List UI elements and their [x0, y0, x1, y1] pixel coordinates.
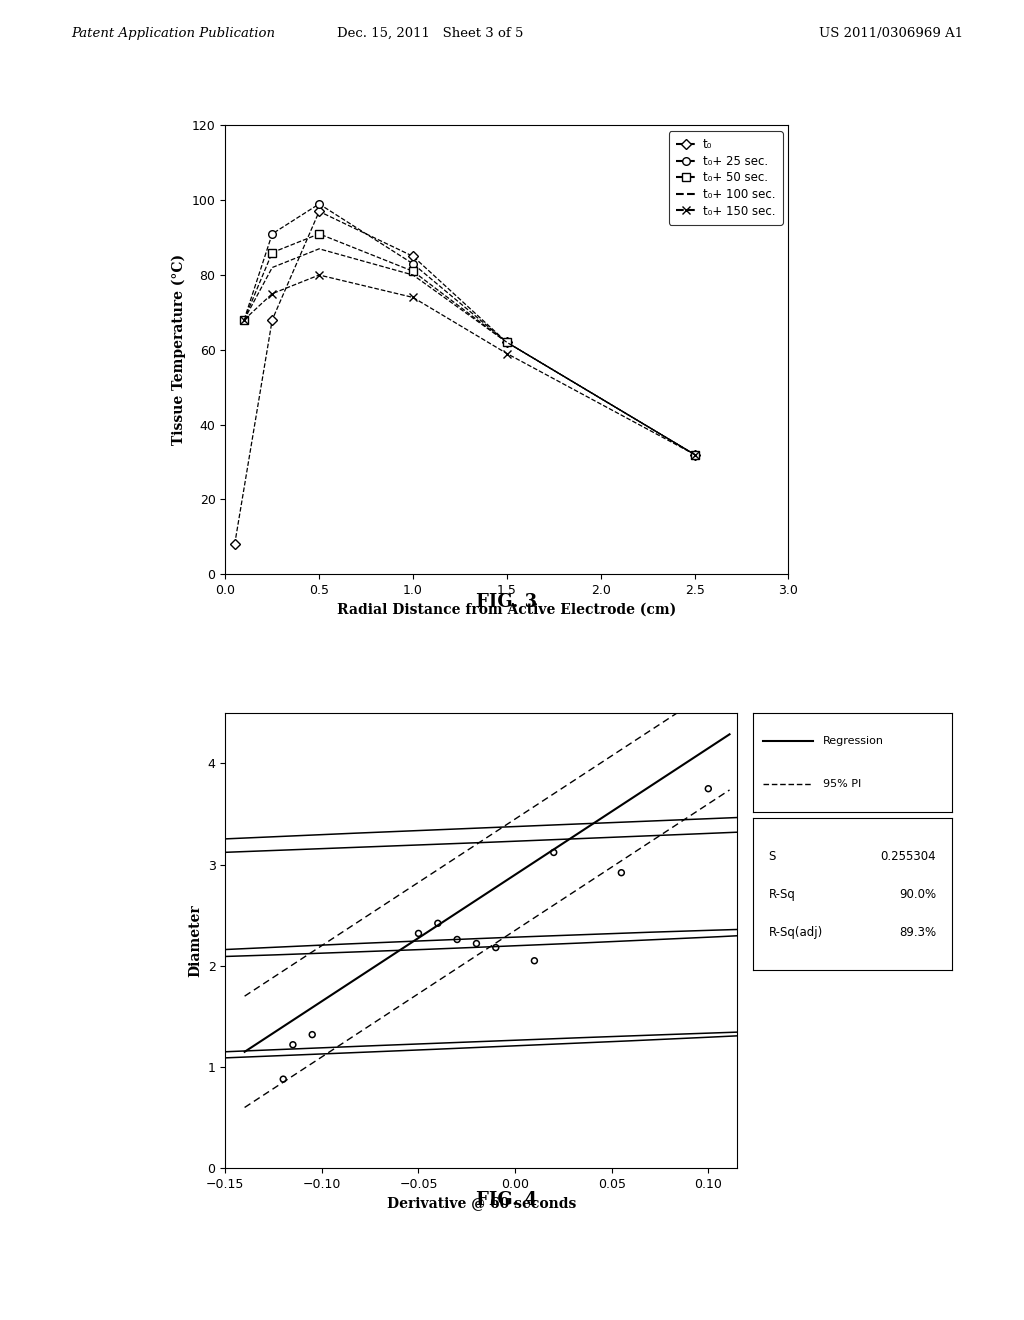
- Text: 0.255304: 0.255304: [881, 850, 936, 863]
- Point: [487, 937, 504, 958]
- Y-axis label: Diameter: Diameter: [188, 904, 202, 977]
- Text: S: S: [769, 850, 776, 863]
- Point: [304, 1024, 321, 1045]
- Y-axis label: Tissue Temperature (°C): Tissue Temperature (°C): [172, 255, 186, 445]
- Point: [430, 912, 446, 933]
- X-axis label: Radial Distance from Active Electrode (cm): Radial Distance from Active Electrode (c…: [337, 602, 677, 616]
- Point: [285, 1034, 301, 1055]
- Point: [468, 933, 484, 954]
- Text: Regression: Regression: [822, 735, 884, 746]
- Text: Patent Application Publication: Patent Application Publication: [72, 26, 275, 40]
- X-axis label: Derivative @ 60 seconds: Derivative @ 60 seconds: [387, 1196, 575, 1210]
- Point: [700, 779, 717, 800]
- Text: FIG. 3: FIG. 3: [476, 593, 538, 611]
- Text: Dec. 15, 2011   Sheet 3 of 5: Dec. 15, 2011 Sheet 3 of 5: [337, 26, 523, 40]
- Text: R-Sq: R-Sq: [769, 888, 796, 900]
- Text: R-Sq(adj): R-Sq(adj): [769, 925, 823, 939]
- Point: [275, 1069, 292, 1090]
- Text: 95% PI: 95% PI: [822, 779, 861, 789]
- Point: [613, 862, 630, 883]
- Text: FIG. 4: FIG. 4: [476, 1191, 538, 1209]
- Point: [449, 929, 465, 950]
- Text: 90.0%: 90.0%: [899, 888, 936, 900]
- Legend: t₀, t₀+ 25 sec., t₀+ 50 sec., t₀+ 100 sec., t₀+ 150 sec.: t₀, t₀+ 25 sec., t₀+ 50 sec., t₀+ 100 se…: [669, 131, 782, 224]
- Point: [546, 842, 562, 863]
- Point: [411, 923, 427, 944]
- Text: US 2011/0306969 A1: US 2011/0306969 A1: [819, 26, 963, 40]
- Point: [526, 950, 543, 972]
- Text: 89.3%: 89.3%: [899, 925, 936, 939]
